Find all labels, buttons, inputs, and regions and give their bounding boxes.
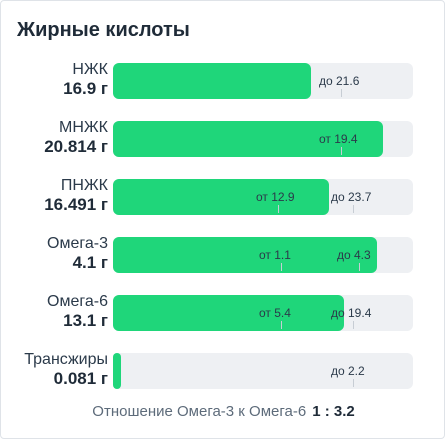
range-marker-label: до 4.3: [337, 248, 371, 262]
range-marker-tick: [341, 89, 342, 97]
range-marker-tick: [353, 379, 354, 387]
panel-title: Жирные кислоты: [17, 19, 190, 41]
range-marker-label: до 23.7: [331, 190, 372, 204]
nutrient-bar-fill: [113, 121, 383, 157]
nutrient-row: НЖК 16.9 г до 21.6: [1, 59, 445, 119]
range-marker-tick: [278, 205, 279, 213]
nutrient-bar-track: до 2.2: [113, 353, 413, 389]
nutrient-row: Омега-3 4.1 г от 1.1 до 4.3: [1, 233, 445, 293]
nutrient-bar-fill: [113, 237, 377, 273]
nutrient-row: Омега-6 13.1 г от 5.4 до 19.4: [1, 291, 445, 351]
nutrient-name: МНЖК: [59, 119, 108, 136]
omega-ratio: Отношение Омега-3 к Омега-6 1 : 3.2: [1, 403, 445, 420]
range-marker-label: от 1.1: [259, 248, 291, 262]
nutrient-bar-fill: [113, 179, 329, 215]
range-marker-label: от 12.9: [256, 190, 295, 204]
nutrient-amount: 16.491 г: [44, 195, 108, 214]
range-marker-tick: [359, 263, 360, 271]
range-marker-tick: [353, 321, 354, 329]
nutrient-bar-track: от 12.9 до 23.7: [113, 179, 413, 215]
nutrient-amount: 20.814 г: [44, 137, 108, 156]
nutrient-name: Омега-3: [47, 235, 108, 252]
range-marker-tick: [353, 205, 354, 213]
range-marker-label: от 19.4: [319, 132, 358, 146]
nutrient-bar-track: до 21.6: [113, 63, 413, 99]
range-marker-tick: [281, 321, 282, 329]
range-marker-label: до 19.4: [331, 306, 372, 320]
nutrient-name: ПНЖК: [60, 177, 108, 194]
range-marker-label: до 2.2: [331, 364, 365, 378]
nutrient-row: МНЖК 20.814 г от 19.4: [1, 117, 445, 177]
nutrient-row: Трансжиры 0.081 г до 2.2: [1, 349, 445, 409]
omega-ratio-label: Отношение Омега-3 к Омега-6: [92, 403, 307, 420]
nutrient-row: ПНЖК 16.491 г от 12.9 до 23.7: [1, 175, 445, 235]
nutrient-amount: 13.1 г: [63, 311, 108, 330]
range-marker-label: от 5.4: [259, 306, 291, 320]
nutrient-bar-track: от 19.4: [113, 121, 413, 157]
nutrient-bar-fill: [113, 353, 121, 389]
nutrient-bar-fill: [113, 63, 311, 99]
omega-ratio-value: 1 : 3.2: [312, 403, 355, 420]
nutrient-name: Трансжиры: [24, 351, 108, 368]
range-marker-tick: [281, 263, 282, 271]
nutrient-bar-track: от 1.1 до 4.3: [113, 237, 413, 273]
nutrient-amount: 0.081 г: [53, 369, 108, 388]
nutrient-name: НЖК: [72, 61, 108, 78]
nutrient-amount: 16.9 г: [63, 79, 108, 98]
nutrient-amount: 4.1 г: [72, 253, 108, 272]
nutrient-name: Омега-6: [47, 293, 108, 310]
range-marker-tick: [341, 147, 342, 155]
range-marker-label: до 21.6: [319, 74, 360, 88]
nutrient-bar-track: от 5.4 до 19.4: [113, 295, 413, 331]
nutrient-bar-fill: [113, 295, 344, 331]
